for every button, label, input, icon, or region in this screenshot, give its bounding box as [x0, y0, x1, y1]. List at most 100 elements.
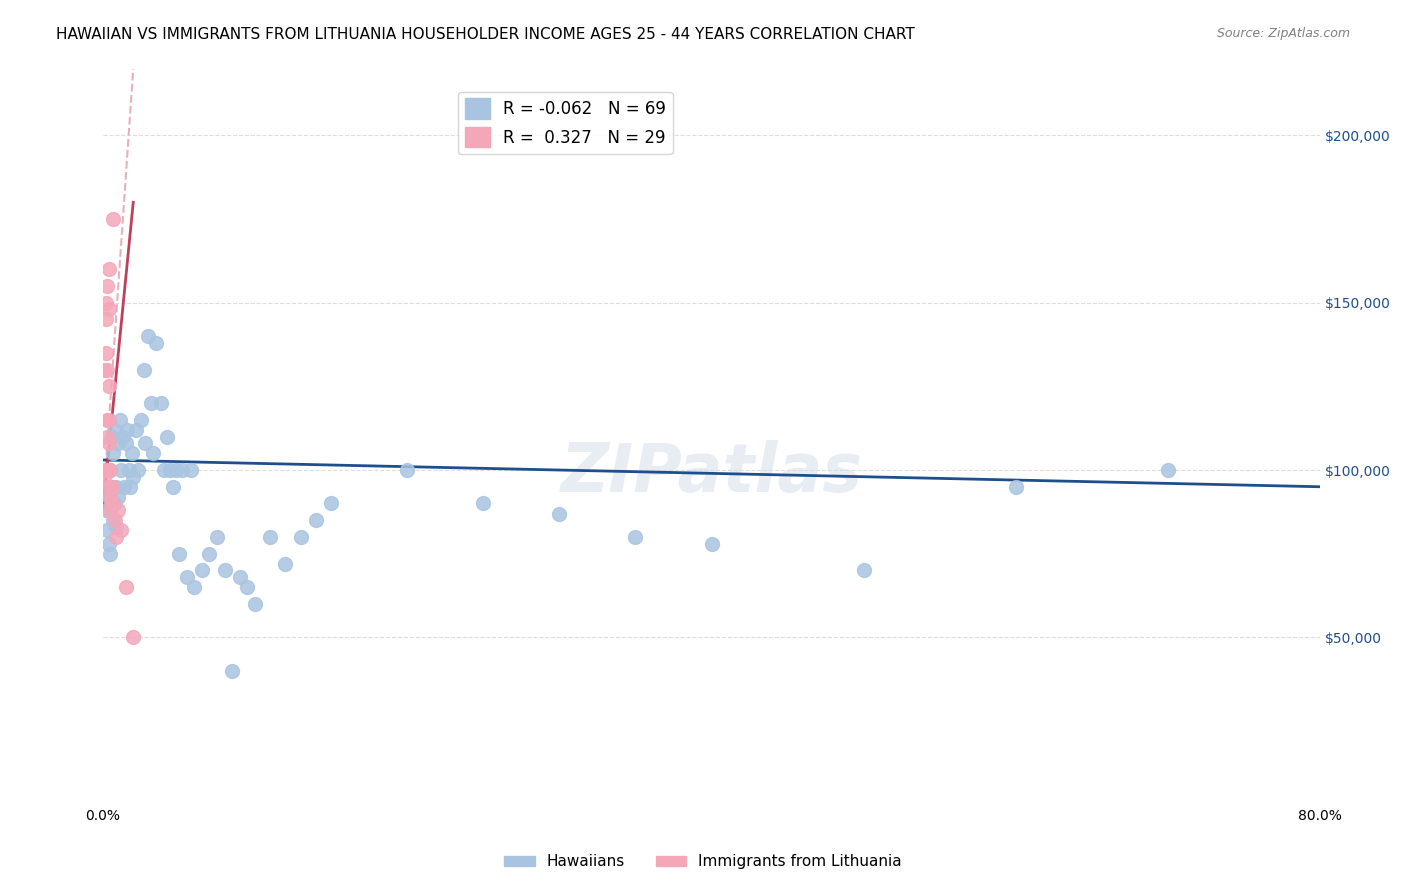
Point: [114, 580, 136, 594]
Point: [101, 480, 124, 494]
Point: [103, 513, 125, 527]
Point: [118, 463, 141, 477]
Point: [100, 503, 122, 517]
Point: [115, 423, 138, 437]
Point: [243, 597, 266, 611]
Point: [112, 480, 135, 494]
Point: [110, 463, 132, 477]
Point: [129, 413, 152, 427]
Point: [97, 413, 120, 427]
Point: [101, 480, 124, 494]
Point: [548, 507, 571, 521]
Point: [97, 302, 120, 317]
Point: [236, 580, 259, 594]
Point: [190, 563, 212, 577]
Point: [214, 563, 236, 577]
Point: [105, 480, 128, 494]
Point: [259, 530, 281, 544]
Point: [274, 557, 297, 571]
Point: [221, 664, 243, 678]
Point: [97, 379, 120, 393]
Text: Source: ZipAtlas.com: Source: ZipAtlas.com: [1216, 27, 1350, 40]
Point: [125, 423, 148, 437]
Point: [114, 436, 136, 450]
Point: [162, 480, 184, 494]
Point: [165, 463, 187, 477]
Point: [105, 530, 128, 544]
Point: [111, 429, 134, 443]
Point: [156, 429, 179, 443]
Point: [170, 463, 193, 477]
Point: [149, 396, 172, 410]
Point: [396, 463, 419, 477]
Point: [132, 362, 155, 376]
Point: [100, 463, 122, 477]
Point: [93, 362, 115, 376]
Point: [101, 429, 124, 443]
Point: [100, 463, 122, 477]
Point: [152, 463, 174, 477]
Point: [852, 563, 875, 577]
Point: [229, 570, 252, 584]
Text: ZIPatlas: ZIPatlas: [561, 441, 862, 507]
Point: [100, 547, 122, 561]
Point: [183, 580, 205, 594]
Point: [108, 413, 131, 427]
Point: [180, 463, 202, 477]
Point: [94, 503, 117, 517]
Point: [142, 446, 165, 460]
Point: [198, 547, 221, 561]
Point: [104, 496, 127, 510]
Point: [120, 480, 142, 494]
Point: [122, 630, 145, 644]
Point: [1005, 480, 1028, 494]
Point: [96, 413, 118, 427]
Point: [100, 503, 122, 517]
Point: [97, 536, 120, 550]
Point: [700, 536, 723, 550]
Point: [159, 463, 181, 477]
Point: [100, 480, 122, 494]
Point: [145, 335, 167, 350]
Point: [167, 547, 190, 561]
Point: [1157, 463, 1180, 477]
Point: [134, 436, 156, 450]
Point: [97, 262, 120, 277]
Point: [93, 469, 115, 483]
Point: [103, 212, 125, 227]
Point: [127, 463, 149, 477]
Point: [319, 496, 342, 510]
Point: [103, 446, 125, 460]
Point: [107, 436, 129, 450]
Point: [141, 396, 163, 410]
Point: [96, 429, 118, 443]
Point: [97, 490, 120, 504]
Point: [97, 436, 120, 450]
Point: [94, 312, 117, 326]
Point: [122, 469, 145, 483]
Text: HAWAIIAN VS IMMIGRANTS FROM LITHUANIA HOUSEHOLDER INCOME AGES 25 - 44 YEARS CORR: HAWAIIAN VS IMMIGRANTS FROM LITHUANIA HO…: [56, 27, 915, 42]
Point: [94, 346, 117, 360]
Point: [96, 362, 118, 376]
Legend: Hawaiians, Immigrants from Lithuania: Hawaiians, Immigrants from Lithuania: [498, 848, 908, 875]
Point: [121, 446, 143, 460]
Point: [305, 513, 328, 527]
Point: [472, 496, 495, 510]
Point: [205, 530, 228, 544]
Point: [101, 496, 124, 510]
Point: [94, 295, 117, 310]
Point: [105, 520, 128, 534]
Point: [104, 423, 127, 437]
Point: [110, 523, 132, 537]
Point: [96, 480, 118, 494]
Point: [176, 570, 198, 584]
Point: [100, 490, 122, 504]
Point: [104, 513, 127, 527]
Point: [96, 279, 118, 293]
Point: [290, 530, 312, 544]
Point: [96, 523, 118, 537]
Point: [107, 503, 129, 517]
Point: [624, 530, 647, 544]
Point: [93, 463, 115, 477]
Point: [96, 463, 118, 477]
